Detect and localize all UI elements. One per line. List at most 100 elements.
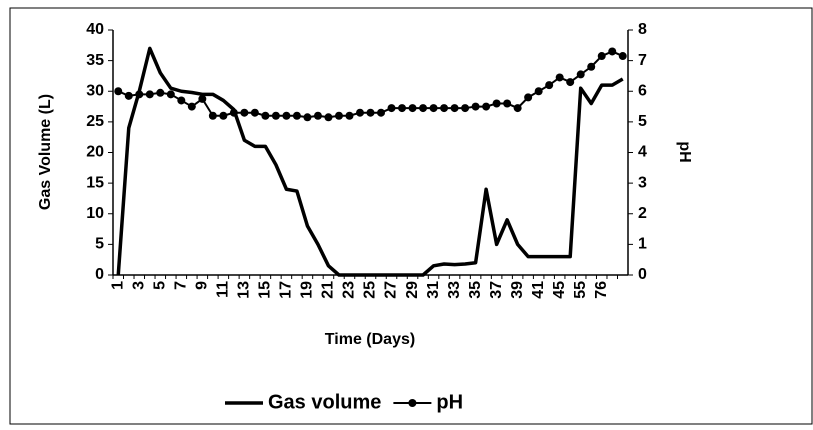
point [597,52,606,61]
y-tick-label: 30 [86,82,104,99]
legend-marker [408,399,417,407]
x-tick-label: 5 [152,281,169,290]
y2-tick-label: 4 [638,144,647,161]
point [177,96,186,105]
chart-frame [9,7,813,425]
y2-tick-label: 7 [638,52,647,69]
x-tick-label: 21 [320,281,337,299]
point [608,47,617,56]
x-tick-label: 19 [299,281,316,299]
y-axis-label: Gas Volume (L) [37,94,54,210]
point [114,87,123,96]
point [461,104,470,113]
y-tick-label: 35 [86,52,104,69]
x-tick-label: 31 [425,281,442,299]
y2-tick-label: 5 [638,113,647,130]
x-tick-label: 13 [236,281,253,299]
y2-tick-label: 2 [638,205,647,222]
point [250,108,259,117]
x-tick-label: 17 [278,281,295,299]
point [135,90,144,99]
point [419,104,428,113]
point [313,111,322,120]
x-tick-label: 7 [173,281,190,290]
y2-tick-label: 8 [638,21,647,38]
point [282,111,291,120]
y-tick-label: 20 [86,144,104,161]
x-tick-label: 3 [130,281,147,290]
x-tick-label: 76 [593,281,610,299]
point [534,87,543,96]
point [261,111,270,120]
x-tick-label: 45 [551,281,568,299]
point [377,108,386,117]
point [198,94,207,103]
x-tick-label: 25 [362,281,379,299]
point [240,108,249,117]
x-tick-label: 1 [109,281,126,290]
point [303,113,312,122]
y-tick-label: 0 [95,266,104,283]
point [429,104,438,113]
point [166,90,175,99]
x-tick-label: 23 [341,281,358,299]
point [471,102,480,111]
y2-tick-label: 1 [638,236,647,253]
point [440,104,449,113]
y2-tick-label: 6 [638,82,647,99]
x-tick-label: 11 [215,281,232,298]
y-tick-label: 25 [86,113,104,130]
y-tick-label: 5 [95,236,104,253]
x-tick-label: 39 [509,281,526,299]
point [524,93,533,102]
point [292,111,301,120]
point [229,108,238,117]
point [219,111,228,120]
legend-label: pH [436,391,463,413]
y-tick-label: 15 [86,174,104,191]
point [345,111,354,120]
point [355,108,364,117]
y-tick-label: 10 [86,205,104,222]
x-tick-label: 15 [257,281,274,299]
point [187,102,196,111]
x-tick-label: 33 [446,281,463,299]
point [124,91,133,100]
point [545,81,554,90]
point [408,104,417,113]
point [576,70,585,79]
y2-tick-label: 0 [638,266,647,283]
point [156,88,165,97]
point [482,102,491,111]
point [387,104,396,113]
series-line [116,46,624,277]
point [566,78,575,87]
point [324,113,333,122]
point [145,90,154,99]
x-tick-label: 37 [488,281,505,299]
point [555,73,564,82]
x-tick-label: 27 [383,281,400,299]
point [271,111,280,120]
point [618,52,627,61]
x-tick-label: 55 [572,281,589,299]
point [503,99,512,108]
x-tick-label: 9 [194,281,211,290]
point [513,104,522,113]
point [208,111,217,120]
point [587,62,596,71]
y2-tick-label: 3 [638,174,647,191]
point [450,104,459,113]
x-tick-label: 41 [530,281,547,299]
x-tick-label: 35 [467,281,484,299]
x-axis-label: Time (Days) [325,331,415,348]
point [366,108,375,117]
y2-axis-label: pH [676,141,693,162]
point [398,104,407,113]
x-tick-label: 29 [404,281,421,299]
legend-label: Gas volume [268,391,381,413]
y-tick-label: 40 [86,21,104,38]
point [492,99,501,108]
point [334,111,343,120]
